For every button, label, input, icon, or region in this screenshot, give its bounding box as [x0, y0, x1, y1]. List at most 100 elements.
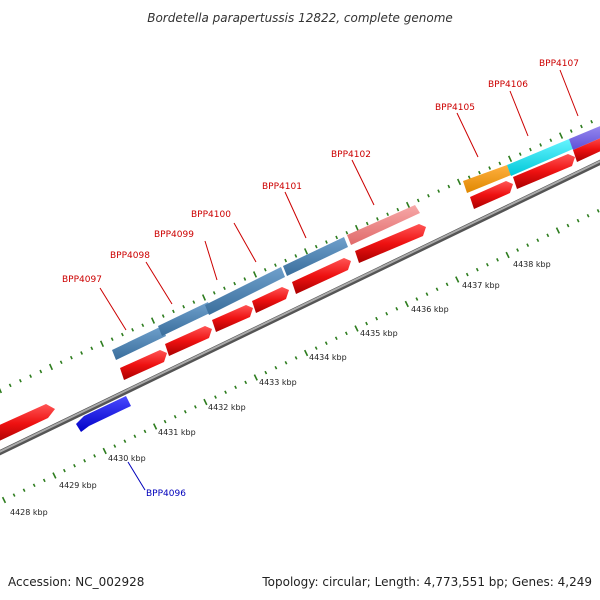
minor-tick: [59, 360, 63, 365]
label-leader-bpp4096: [127, 461, 146, 491]
cds-arrow[interactable]: [470, 181, 513, 209]
minor-tick: [93, 454, 97, 458]
gene-feature-bpp4102[interactable]: [347, 205, 420, 245]
gene-label-bpp4098[interactable]: BPP4098: [110, 251, 150, 261]
minor-tick: [8, 383, 12, 388]
minor-tick: [12, 493, 16, 497]
minor-tick: [274, 263, 277, 267]
minor-tick: [546, 233, 550, 238]
gene-feature-bpp4099[interactable]: [205, 267, 285, 315]
minor-tick: [539, 143, 543, 147]
minor-tick: [80, 351, 84, 355]
minor-tick: [284, 258, 288, 263]
map-title: Bordetella parapertussis 12822, complete…: [147, 11, 453, 25]
genome-backbone: [0, 159, 600, 456]
gene-feature-bpp4106[interactable]: [507, 139, 573, 176]
gene-label-bpp4106[interactable]: BPP4106: [488, 80, 528, 90]
minor-tick: [183, 410, 187, 414]
cds-arrow[interactable]: [355, 224, 426, 263]
minor-tick: [335, 235, 339, 240]
major-tick: [52, 472, 57, 479]
minor-tick: [243, 277, 247, 281]
minor-tick: [566, 223, 570, 228]
cds-arrow[interactable]: [212, 305, 253, 332]
minor-tick: [518, 152, 522, 156]
major-tick: [102, 447, 107, 455]
minor-tick: [396, 207, 400, 212]
gene-label-bpp4097[interactable]: BPP4097: [62, 275, 102, 285]
gene-label-bpp4096[interactable]: BPP4096: [146, 489, 186, 499]
major-tick: [303, 248, 309, 255]
major-tick: [456, 178, 462, 186]
kbp-label: 4433 kbp: [259, 378, 297, 387]
major-tick: [558, 132, 564, 139]
major-tick: [48, 363, 54, 371]
kbp-label: 4431 kbp: [158, 428, 196, 437]
kbp-label: 4437 kbp: [462, 281, 500, 290]
gene-feature-bpp4097[interactable]: [112, 326, 166, 360]
gene-label-bpp4105[interactable]: BPP4105: [435, 103, 475, 113]
cds-track: [0, 136, 600, 443]
kbp-scale: 4428 kbp 4429 kbp 4430 kbp 4431 kbp 4432…: [10, 260, 551, 517]
major-tick: [201, 294, 207, 301]
minor-tick: [365, 221, 369, 226]
minor-tick: [143, 429, 147, 434]
kbp-label: 4434 kbp: [309, 353, 347, 362]
minor-tick: [437, 189, 441, 193]
minor-tick: [498, 161, 502, 166]
gene-feature-bpp4107[interactable]: [569, 124, 600, 150]
minor-tick: [376, 217, 379, 221]
minor-tick: [569, 129, 573, 133]
minor-tick: [223, 286, 226, 291]
genome-summary-text: Topology: circular; Length: 4,773,551 bp…: [261, 575, 592, 589]
minor-tick: [274, 365, 278, 370]
cds-arrow[interactable]: [292, 258, 351, 294]
gene-label-bpp4107[interactable]: BPP4107: [539, 59, 579, 69]
minor-tick: [415, 297, 419, 301]
gene-feature-bpp4105[interactable]: [463, 165, 511, 193]
cds-arrow[interactable]: [573, 136, 600, 162]
minor-tick: [365, 321, 369, 326]
major-tick: [252, 271, 258, 278]
major-tick: [303, 349, 309, 357]
minor-tick: [39, 369, 43, 374]
gene-feature-bpp4098[interactable]: [158, 302, 212, 336]
minor-tick: [264, 370, 268, 375]
cds-arrow[interactable]: [0, 404, 55, 443]
minor-tick: [496, 258, 499, 262]
minor-tick: [234, 385, 238, 390]
major-tick: [505, 251, 510, 259]
minor-tick: [172, 309, 175, 314]
gene-label-bpp4100[interactable]: BPP4100: [191, 210, 231, 220]
minor-tick: [83, 459, 87, 463]
minor-tick: [529, 147, 532, 152]
minor-tick: [596, 209, 600, 213]
minor-tick: [42, 478, 46, 483]
gene-label-bpp4099[interactable]: BPP4099: [154, 230, 194, 240]
major-tick: [99, 340, 105, 348]
kbp-label: 4432 kbp: [208, 403, 246, 412]
minor-tick: [488, 166, 492, 170]
cds-arrow[interactable]: [252, 287, 289, 313]
minor-tick: [395, 307, 399, 311]
minor-tick: [549, 138, 553, 143]
cds-arrow[interactable]: [120, 350, 167, 380]
cds-arrow[interactable]: [165, 326, 212, 356]
cds-arrow[interactable]: [513, 154, 575, 189]
minor-tick: [294, 254, 298, 258]
minor-tick: [416, 198, 420, 203]
kbp-label: 4428 kbp: [10, 508, 48, 517]
gene-feature-bpp4101[interactable]: [283, 237, 348, 276]
minor-tick: [233, 281, 237, 286]
gene-feature-bpp4096[interactable]: [76, 396, 131, 432]
major-tick: [455, 276, 460, 283]
minor-tick: [475, 267, 479, 272]
major-tick: [507, 155, 513, 163]
minor-tick: [314, 346, 318, 350]
gene-label-bpp4102[interactable]: BPP4102: [331, 150, 371, 160]
minor-tick: [294, 356, 298, 360]
minor-tick: [375, 316, 379, 321]
gene-label-bpp4101[interactable]: BPP4101: [262, 182, 302, 192]
major-tick: [354, 224, 360, 232]
major-tick: [1, 496, 7, 504]
